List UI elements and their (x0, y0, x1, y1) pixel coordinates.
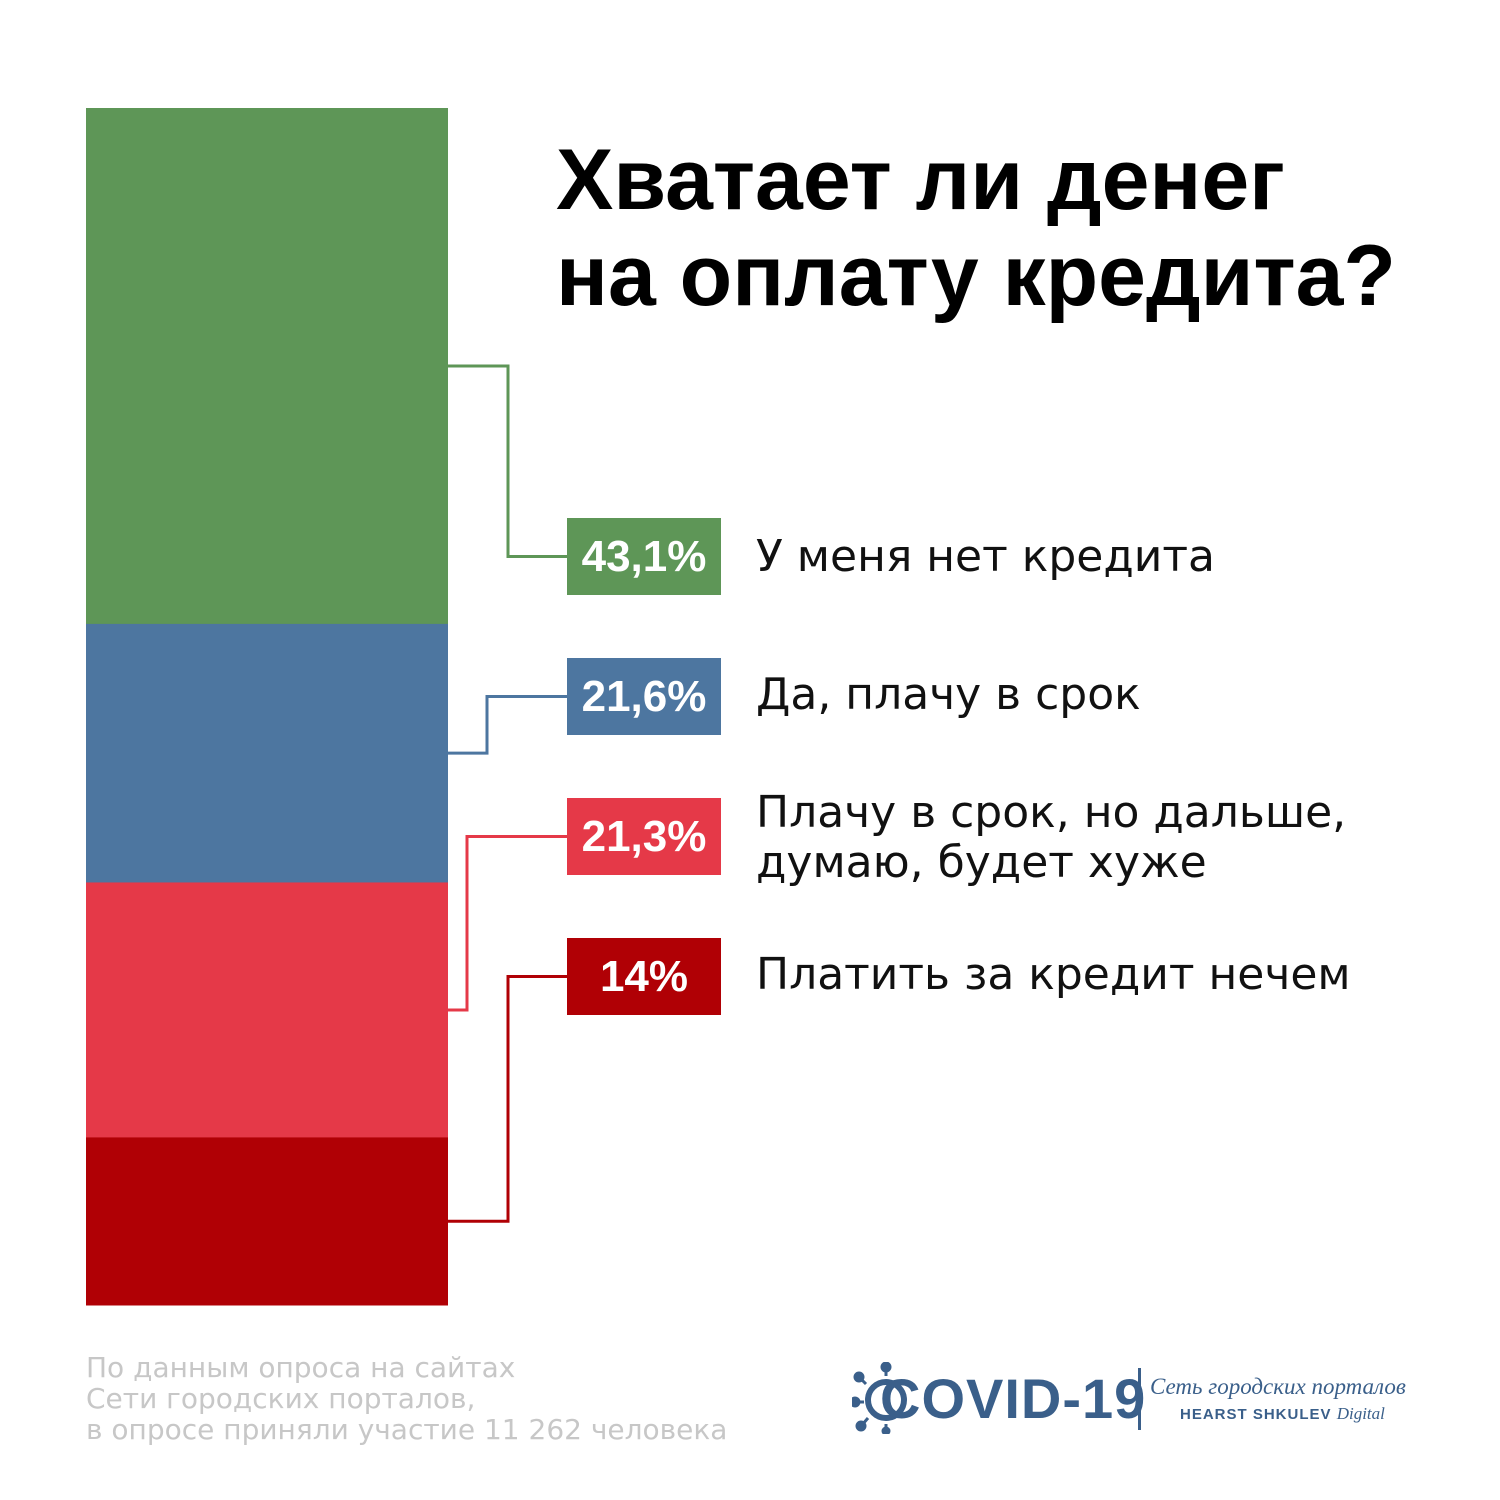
connector-line-pay-on-time (448, 695, 567, 755)
title-line-1: Хватает ли денег (556, 132, 1285, 228)
source-note: По данным опроса на сайтах Сети городски… (86, 1351, 728, 1446)
covid-logo: COVID-19 Сеть городских порталов HEARST … (852, 1358, 1412, 1438)
value-label-cannot-pay: 14% (567, 938, 721, 1015)
logo-brand: HEARST SHKULEV Digital (1180, 1404, 1385, 1423)
connector-line-no-credit (448, 364, 567, 558)
logo-network: Сеть городских порталов (1150, 1374, 1406, 1399)
logo-text: COVID-19 (880, 1367, 1147, 1430)
bar-segment-no-credit (86, 108, 448, 625)
connector-line-cannot-pay (448, 975, 567, 1223)
category-label-cannot-pay: Платить за кредит нечем (756, 949, 1351, 1000)
bar-segment-pay-worse-later (86, 882, 448, 1138)
value-label-pay-worse-later: 21,3% (567, 798, 721, 875)
category-label-no-credit: У меня нет кредита (756, 531, 1215, 582)
virus-icon (852, 1362, 907, 1434)
category-label-pay-worse-later: Плачу в срок, но дальше, думаю, будет ху… (756, 787, 1347, 888)
logo-divider (1138, 1368, 1141, 1430)
category-label-pay-on-time: Да, плачу в срок (756, 669, 1141, 720)
value-label-pay-on-time: 21,6% (567, 658, 721, 735)
title-line-2: на оплату кредита? (556, 228, 1396, 324)
chart-title: Хватает ли денег на оплату кредита? (556, 132, 1456, 324)
connector-line-pay-worse-later (448, 835, 567, 1012)
bar-segment-cannot-pay (86, 1137, 448, 1306)
value-label-no-credit: 43,1% (567, 518, 721, 595)
bar-segment-pay-on-time (86, 623, 448, 883)
